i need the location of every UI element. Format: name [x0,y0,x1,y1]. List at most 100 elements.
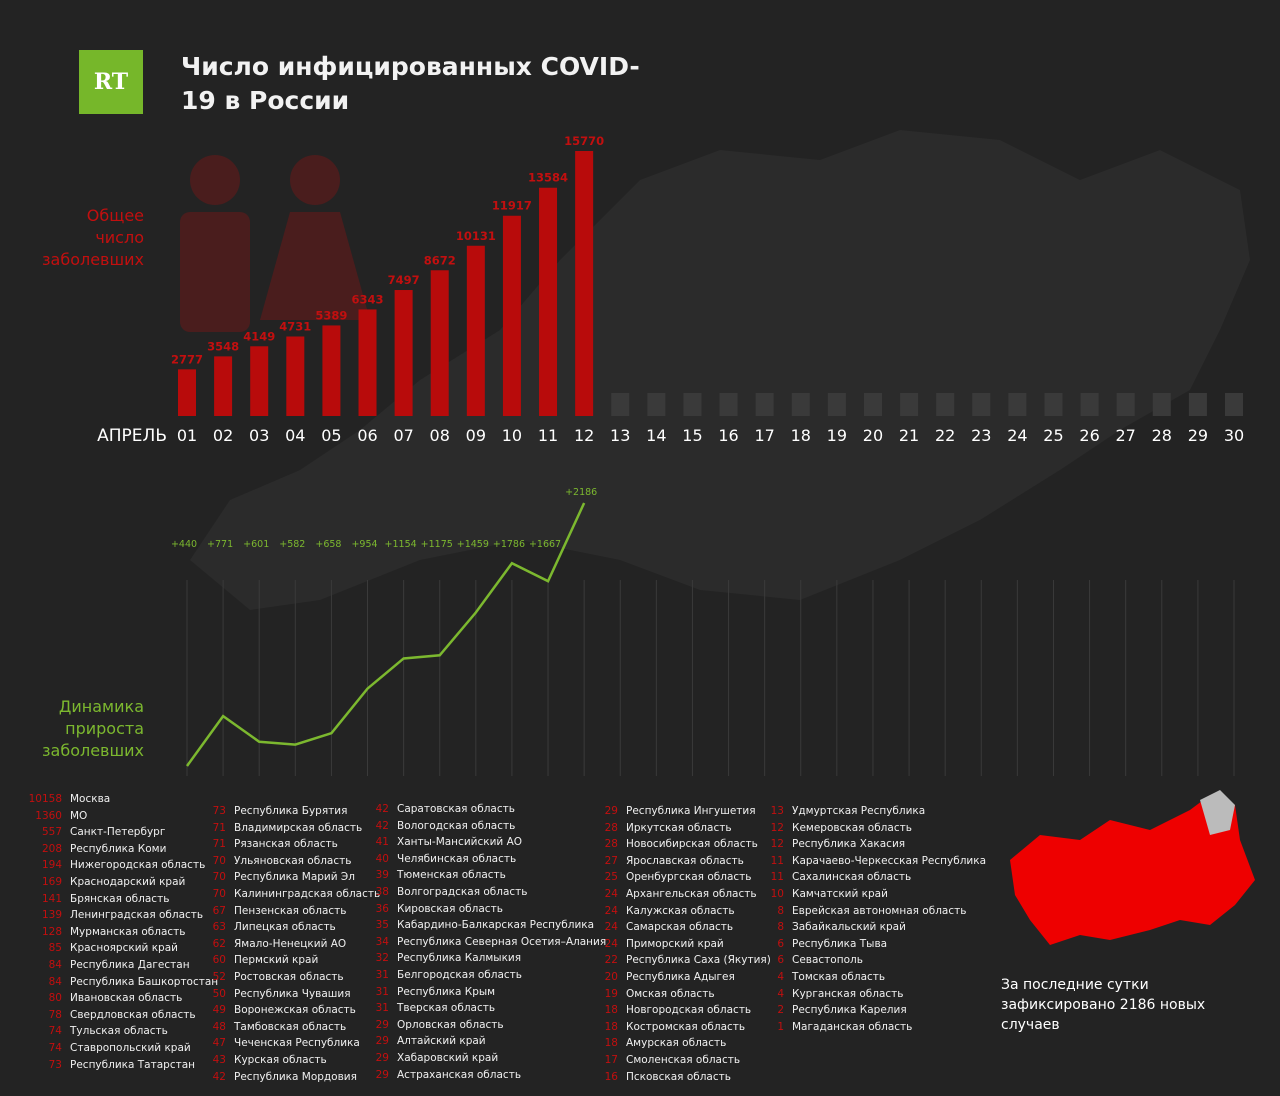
region-name: Республика Дагестан [70,959,190,971]
region-row: 1360 МО [2,808,87,824]
region-name: Архангельская область [626,888,757,900]
placeholder [1116,393,1135,416]
region-count: 71 [212,821,226,834]
bar-value-label: 8672 [424,253,456,267]
x-tick-label: 29 [1188,426,1208,445]
x-tick-label: 26 [1079,426,1099,445]
region-name: Владимирская область [234,821,363,834]
placeholder [1044,393,1063,416]
x-tick-label: 02 [213,426,233,445]
region-row: 42 Вологодская область [329,818,516,834]
region-name: Севастополь [792,954,863,967]
x-tick-label: 07 [393,426,413,445]
region-count: 47 [212,1037,226,1050]
region-count: 29 [604,805,618,817]
bar [214,356,233,416]
bar-value-label: 3548 [207,339,239,353]
region-name: Ростовская область [234,971,344,983]
region-name: Чеченская Республика [234,1037,360,1050]
region-row: 29 Орловская область [329,1017,504,1033]
region-count: 28 [604,821,618,834]
region-count: 78 [48,1008,62,1021]
region-row: 84 Республика Башкортостан [2,974,219,990]
region-count: 42 [375,803,389,815]
region-count: 31 [375,1002,389,1015]
region-name: Алтайский край [397,1035,486,1048]
bar-value-label: 10131 [456,229,496,243]
region-row: 49 Воронежская область [166,1002,356,1018]
region-name: Ярославская область [626,854,744,867]
region-name: Саратовская область [397,803,515,815]
line-value-label: +582 [279,539,305,550]
region-row: 17 Смоленская область [558,1052,740,1068]
region-count: 50 [212,987,226,1000]
region-row: 20 Республика Адыгея [558,969,735,985]
bar [430,270,449,416]
region-name: Кировская область [397,902,503,915]
placeholder [1188,393,1207,416]
region-row: 47 Чеченская Республика [166,1035,360,1051]
placeholder [972,393,991,416]
bar-label: Общее число заболевших [42,206,144,269]
region-count: 43 [212,1054,226,1066]
region-row: 25 Оренбургская область [558,869,752,885]
x-tick-label: 28 [1152,426,1172,445]
region-row: 42 Саратовская область [329,801,515,817]
region-count: 13 [770,805,784,817]
region-row: 73 Республика Бурятия [166,803,348,819]
region-name: Ямало-Ненецкий АО [234,937,347,950]
region-name: Тульская область [70,1025,168,1038]
region-row: 18 Амурская область [558,1035,727,1051]
region-count: 31 [375,969,389,981]
bar [322,325,341,416]
region-row: 84 Республика Дагестан [2,957,190,973]
region-row: 29 Алтайский край [329,1033,486,1049]
region-row: 10158 Москва [2,791,111,807]
x-tick-label: 12 [574,426,594,445]
region-count: 12 [770,838,784,851]
region-count: 208 [41,842,62,855]
region-row: 19 Омская область [558,986,715,1002]
region-name: Новосибирская область [626,838,758,851]
region-row: 24 Архангельская область [558,886,757,902]
x-tick-label: 13 [610,426,630,445]
region-name: Хабаровский край [397,1052,499,1064]
region-count: 29 [375,1018,389,1031]
region-name: Белгородская область [397,969,522,981]
region-name: Республика Бурятия [234,805,348,817]
region-row: 62 Ямало-Ненецкий АО [166,936,347,952]
placeholder [1008,393,1027,416]
region-row: 4 Курганская область [724,986,903,1002]
region-count: 29 [375,1035,389,1048]
region-name: Астраханская область [397,1068,522,1081]
bar-value-label: 2777 [171,352,203,366]
region-name: МО [70,809,88,822]
region-row: 6 Севастополь [724,952,863,968]
x-tick-label: 21 [899,426,919,445]
region-count: 24 [604,904,618,917]
region-count: 84 [48,975,62,988]
region-count: 48 [212,1020,226,1033]
bar [286,336,305,416]
region-row: 29 Республика Ингушетия [558,803,756,819]
region-row: 24 Калужская область [558,903,735,919]
region-count: 6 [777,954,784,967]
region-count: 4 [777,971,784,983]
region-name: Ивановская область [70,992,183,1005]
region-name: Костромская область [626,1020,746,1033]
region-name: Мурманская область [70,925,186,938]
placeholder [647,393,666,416]
region-row: 24 Приморский край [558,936,724,952]
region-row: 11 Карачаево-Черкесская Республика [724,853,986,869]
region-count: 52 [212,971,226,983]
region-name: Волгоградская область [397,886,528,898]
bar [539,187,558,416]
region-count: 73 [212,805,226,817]
bar-value-label: 11917 [492,199,532,213]
region-name: Москва [70,793,111,805]
region-name: Кабардино-Балкарская Республика [397,919,595,932]
mini-map-grey [1200,790,1235,835]
x-axis-label: АПРЕЛЬ [97,426,167,446]
region-name: Липецкая область [234,921,336,934]
